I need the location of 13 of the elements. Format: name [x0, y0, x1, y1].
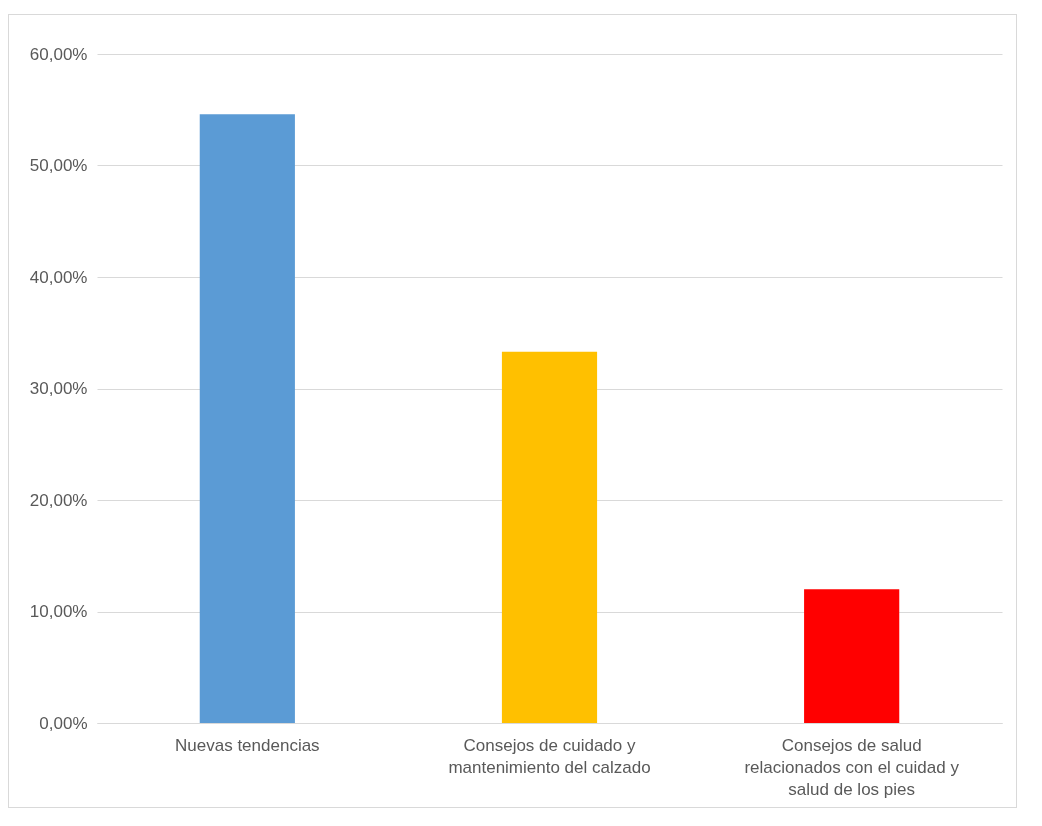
- bar: [199, 114, 295, 723]
- bar: [501, 351, 598, 723]
- y-tick-label: 10,00%: [29, 602, 88, 621]
- y-tick-label: 30,00%: [29, 379, 88, 398]
- bar: [804, 589, 900, 723]
- x-tick-label: Consejos de salud relacionados con el cuidad y salud de los pies: [744, 735, 960, 799]
- y-tick-label: 50,00%: [29, 156, 88, 175]
- y-tick-label: 60,00%: [29, 44, 88, 64]
- y-tick-label: 40,00%: [29, 267, 88, 287]
- x-tick-label: Nuevas tendencias: [175, 735, 320, 755]
- y-tick-label: 0,00%: [39, 713, 88, 733]
- x-tick-label: Consejos de cuidado y mantenimiento del calzado: [448, 735, 651, 777]
- y-tick-label: 20,00%: [29, 490, 88, 510]
